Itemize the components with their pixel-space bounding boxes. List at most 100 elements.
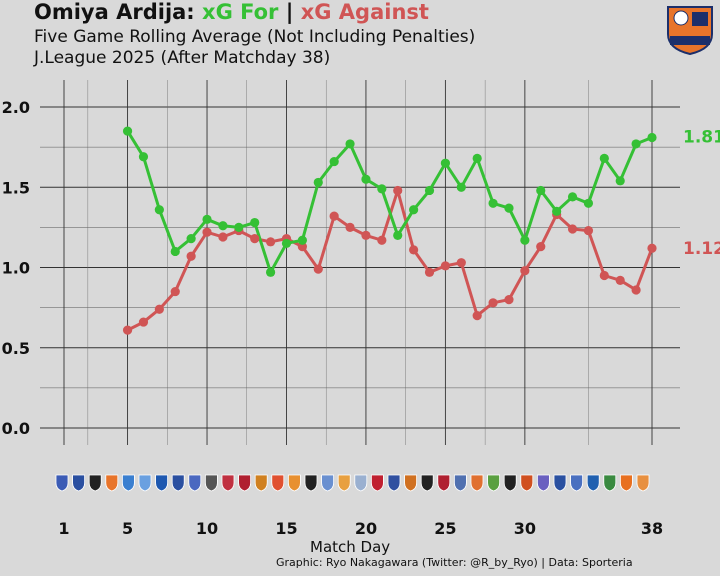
x-axis-ticks: 1 5 10 15 20 25 30 38 (58, 519, 663, 538)
data-point-xg-against (599, 270, 609, 281)
data-point-xg-for (138, 152, 149, 162)
data-point-xg-against (393, 185, 403, 196)
data-point-xg-for (154, 205, 164, 215)
crest-shape (537, 474, 550, 492)
opponent-crest-icon (420, 474, 434, 492)
crest-shape (337, 474, 351, 492)
data-point-xg-against (154, 304, 164, 314)
data-point-xg-against (488, 298, 498, 308)
opponent-crest-icon (105, 474, 119, 492)
crest-shape (503, 474, 517, 492)
opponent-crest-icon (205, 474, 218, 492)
series-lines (126, 130, 654, 332)
x-axis-label: Match Day (310, 538, 391, 556)
data-point-xg-for (440, 158, 451, 168)
crest-shape (454, 474, 467, 492)
opponent-crest-icon (188, 474, 202, 492)
y-tick-label: 1.0 (2, 259, 30, 278)
x-tick-label: 10 (196, 519, 218, 538)
data-point-xg-against (361, 230, 371, 240)
subtitle-rolling: Five Game Rolling Average (Not Including… (34, 27, 476, 47)
crest-shape (254, 474, 268, 492)
opponent-crest-icon (321, 474, 334, 492)
data-point-xg-against (567, 224, 578, 234)
opponent-crest-icon (603, 474, 617, 492)
chart-title: Omiya Ardija: xG For | xG Against (34, 0, 429, 24)
data-point-xg-against (329, 211, 339, 221)
opponent-crest-icon (138, 474, 152, 492)
opponent-crest-icon (470, 474, 484, 492)
crest-shape (205, 474, 218, 492)
title-separator: | (285, 0, 294, 24)
crest-shape (354, 474, 368, 492)
data-point-xg-against (138, 317, 149, 327)
end-label-xg-for: 1.81 (683, 127, 720, 147)
opponent-crest-icon (454, 474, 467, 492)
crest-shape (221, 474, 235, 492)
crest-shape (238, 474, 251, 492)
crest-shape (122, 474, 135, 492)
x-tick-label: 5 (122, 519, 133, 538)
y-axis-ticks: 0.0 0.5 1.0 1.5 2.0 (2, 98, 30, 438)
credit-footer: Graphic: Ryo Nakagawara (Twitter: @R_by_… (276, 556, 633, 569)
data-point-xg-against (456, 258, 466, 268)
crest-shape (636, 474, 650, 492)
data-point-xg-against (202, 227, 212, 237)
crest-shape (271, 474, 285, 492)
opponent-crest-icon (122, 474, 135, 492)
data-point-xg-against (647, 243, 657, 253)
opponent-crest-icon (271, 474, 285, 492)
subtitle-season: J.League 2025 (After Matchday 38) (34, 48, 331, 68)
data-point-xg-for (297, 235, 307, 245)
crest-shape (138, 474, 152, 492)
data-point-xg-for (567, 192, 578, 202)
data-point-xg-for (504, 203, 514, 213)
data-point-xg-for (234, 222, 244, 232)
crest-shape (155, 474, 168, 492)
series-points (122, 126, 657, 335)
opponent-crest-icon (520, 474, 534, 492)
data-point-xg-against (472, 311, 482, 321)
data-point-xg-for (599, 153, 609, 163)
data-point-xg-for (424, 185, 435, 196)
data-point-xg-for (202, 214, 212, 224)
crest-shape (420, 474, 434, 492)
data-point-xg-against (583, 225, 594, 236)
crest-shape (188, 474, 202, 492)
opponent-crest-icon (503, 474, 517, 492)
opponent-crest-icon (387, 474, 401, 492)
opponent-crest-icon (487, 474, 500, 492)
opponent-crest-icon (88, 474, 102, 492)
crest-shape (487, 474, 500, 492)
data-point-xg-against (313, 264, 323, 274)
data-point-xg-against (424, 267, 435, 277)
xg-for-label: xG For (202, 0, 279, 24)
data-point-xg-against (409, 245, 419, 255)
opponent-icons-row (55, 474, 650, 492)
crest-shape (288, 474, 301, 492)
data-point-xg-for (250, 217, 260, 228)
opponent-crest-icon (221, 474, 235, 492)
y-tick-label: 0.0 (2, 419, 30, 438)
crest-shape (603, 474, 617, 492)
data-point-xg-for (615, 176, 625, 186)
crest-shape (620, 474, 633, 492)
opponent-crest-icon (371, 474, 384, 492)
crest-shape (105, 474, 119, 492)
crest-shape (520, 474, 534, 492)
crest-shape (570, 474, 583, 492)
data-point-xg-for (361, 174, 371, 184)
opponent-crest-icon (537, 474, 550, 492)
opponent-crest-icon (354, 474, 368, 492)
x-tick-label: 15 (275, 519, 297, 538)
end-label-xg-against: 1.12 (683, 239, 720, 259)
data-point-xg-for (456, 182, 466, 192)
data-point-xg-for (520, 235, 530, 245)
crest-shape (304, 474, 318, 492)
crest-shape (470, 474, 484, 492)
crest-shape (171, 474, 185, 492)
x-tick-label: 1 (58, 519, 69, 538)
opponent-crest-icon (288, 474, 301, 492)
data-point-xg-for (583, 198, 594, 208)
